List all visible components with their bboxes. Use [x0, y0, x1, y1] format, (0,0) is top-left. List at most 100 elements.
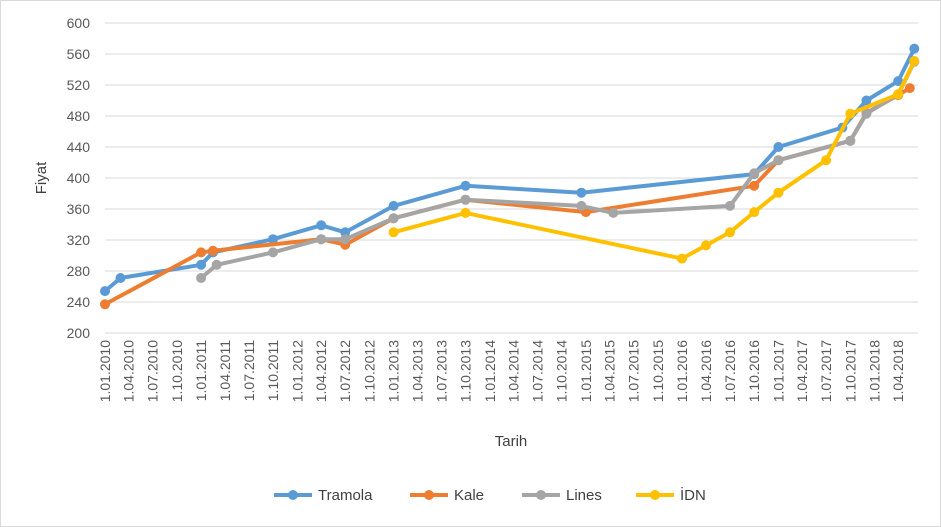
y-tick-label: 400: [67, 170, 91, 186]
series-line: [199, 59, 917, 280]
x-tick-label: 1.10.2014: [554, 340, 570, 402]
legend-swatch-marker: [424, 490, 434, 500]
x-tick-label: 1.01.2016: [674, 340, 690, 402]
x-tick-label: 1.07.2010: [145, 340, 161, 402]
y-tick-label: 560: [67, 46, 91, 62]
data-point: [861, 95, 872, 106]
data-point: [821, 155, 832, 166]
series-1: [100, 83, 915, 310]
series-3: [388, 56, 920, 264]
data-point: [893, 76, 904, 87]
data-point: [576, 200, 587, 211]
x-axis-ticks: 1.01.2010 1.04.2010 1.07.2010 1.10.2010 1.01…: [97, 340, 906, 403]
y-tick-label: 200: [67, 325, 91, 341]
x-tick-label: 1.10.2017: [842, 340, 858, 402]
legend-item: İDN: [636, 486, 706, 504]
x-tick-label: 1.07.2015: [626, 340, 642, 402]
legend-label: Lines: [566, 487, 602, 504]
data-point: [677, 253, 687, 264]
data-point: [904, 83, 915, 94]
gridlines: [105, 22, 918, 303]
data-point: [316, 234, 327, 245]
data-point: [701, 240, 711, 251]
data-point: [749, 168, 760, 179]
x-tick-label: 1.04.2014: [505, 340, 521, 402]
legend-label: Kale: [454, 487, 484, 504]
data-point: [460, 207, 471, 218]
x-tick-label: 1.10.2015: [650, 340, 666, 402]
x-tick-label: 1.04.2011: [217, 340, 233, 401]
x-tick-label: 1.07.2012: [337, 340, 353, 402]
data-point: [196, 259, 207, 270]
legend-item: Kale: [410, 487, 484, 504]
data-point: [861, 108, 872, 119]
data-point: [208, 245, 218, 256]
legend-swatch-marker: [288, 490, 298, 500]
data-point: [773, 155, 784, 166]
y-axis-ticks: 200 240 280 320 360 400 440 480 520 560 600: [67, 15, 91, 341]
y-axis-title: Fiyat: [33, 161, 50, 194]
legend-item: Lines: [522, 487, 602, 504]
data-point: [893, 89, 904, 100]
data-point: [388, 213, 399, 224]
data-point: [909, 43, 920, 54]
y-tick-label: 320: [67, 232, 91, 248]
y-tick-label: 280: [67, 263, 91, 279]
data-point: [340, 234, 351, 245]
series-line: [391, 59, 917, 261]
x-tick-label: 1.01.2014: [482, 340, 498, 402]
x-tick-label: 1.07.2014: [529, 340, 545, 402]
x-tick-label: 1.04.2017: [794, 340, 810, 402]
data-point: [725, 200, 735, 211]
x-tick-label: 1.07.2011: [241, 340, 257, 401]
data-point: [100, 286, 110, 297]
x-tick-label: 1.01.2013: [386, 340, 402, 402]
data-point: [460, 180, 471, 191]
data-point: [316, 220, 327, 231]
data-point: [845, 135, 856, 146]
data-point: [268, 247, 278, 258]
data-point: [725, 227, 735, 238]
data-point: [576, 187, 587, 198]
legend-item: Tramola: [274, 487, 373, 504]
x-tick-label: 1.10.2012: [361, 340, 377, 402]
x-tick-label: 1.04.2018: [890, 340, 906, 402]
y-tick-label: 480: [67, 108, 91, 124]
x-tick-label: 1.01.2018: [867, 340, 883, 402]
x-tick-label: 1.01.2012: [289, 340, 305, 402]
y-tick-label: 440: [67, 139, 91, 155]
y-tick-label: 520: [67, 77, 91, 93]
data-point: [211, 259, 222, 270]
data-point: [268, 234, 278, 245]
x-tick-label: 1.10.2013: [458, 340, 474, 402]
series-line: [103, 86, 912, 307]
x-tick-label: 1.01.2017: [770, 340, 786, 402]
data-point: [115, 273, 126, 283]
x-tick-label: 1.07.2017: [818, 340, 834, 402]
data-point: [773, 142, 784, 152]
legend-swatch-marker: [536, 490, 546, 500]
series-group: [100, 43, 920, 310]
x-tick-label: 1.04.2010: [121, 340, 137, 402]
data-point: [749, 180, 760, 191]
y-tick-label: 360: [67, 201, 91, 217]
legend: Tramola Kale Lines İDN: [274, 486, 706, 504]
data-point: [196, 273, 207, 283]
data-point: [100, 299, 110, 310]
x-tick-label: 1.10.2016: [746, 340, 762, 402]
x-tick-label: 1.01.2010: [97, 340, 113, 402]
x-tick-label: 1.04.2012: [313, 340, 329, 402]
x-tick-label: 1.04.2015: [602, 340, 618, 402]
data-point: [388, 200, 399, 211]
x-axis-title: Tarih: [495, 433, 528, 450]
data-point: [460, 194, 471, 205]
x-tick-label: 1.07.2016: [722, 340, 738, 402]
data-point: [388, 227, 399, 238]
legend-label: İDN: [680, 486, 706, 504]
x-tick-label: 1.01.2015: [578, 340, 594, 402]
data-point: [340, 227, 351, 238]
data-point: [749, 207, 760, 218]
y-tick-label: 600: [67, 15, 91, 31]
